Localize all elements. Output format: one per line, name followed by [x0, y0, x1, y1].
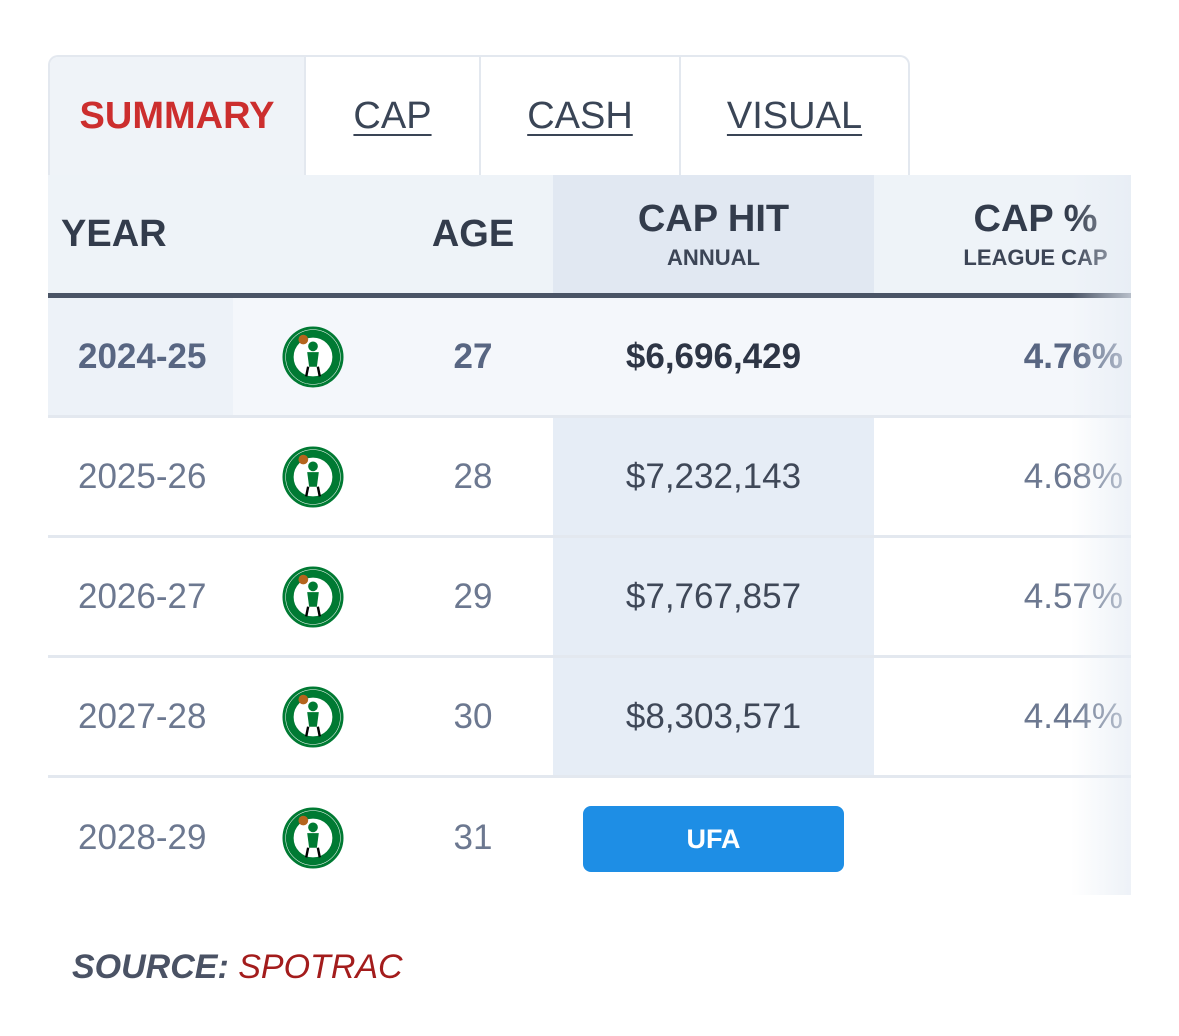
tab-summary[interactable]: SUMMARY	[50, 57, 306, 175]
age-cell: 28	[453, 456, 493, 496]
year-cell: 2025-26	[78, 456, 207, 496]
source-label: SOURCE:	[72, 948, 229, 986]
header-cap-pct-label: CAP %	[973, 197, 1098, 240]
tab-bar: SUMMARY CAP CASH VISUAL	[48, 55, 910, 175]
cap-pct-cell: 4.68%	[1023, 456, 1123, 496]
header-cap-hit-label: CAP HIT	[637, 197, 790, 240]
tab-cap[interactable]: CAP	[306, 57, 481, 175]
cap-pct-cell: 4.44%	[1023, 696, 1123, 736]
table-row: 2027-28 30 $8,303,571 4.44%	[48, 658, 1131, 778]
cap-hit-cell: $7,232,143	[625, 456, 802, 496]
ufa-status-badge[interactable]: UFA	[583, 806, 844, 872]
boston-celtics-logo-icon	[281, 418, 345, 535]
header-age-label: AGE	[431, 212, 515, 255]
header-cap-pct-sublabel: LEAGUE CAP	[963, 244, 1108, 270]
header-cap-pct[interactable]: CAP % LEAGUE CAP	[928, 175, 1143, 293]
cap-hit-cell: $7,767,857	[625, 576, 802, 616]
cap-hit-cell: $8,303,571	[625, 696, 802, 736]
age-cell: 30	[453, 696, 493, 736]
tab-visual[interactable]: VISUAL	[726, 94, 863, 137]
year-cell: 2026-27	[78, 576, 207, 616]
table-row: 2024-25 27 $6,696,429 4.76%	[48, 298, 1131, 418]
age-cell: 27	[453, 336, 493, 376]
header-year-label: YEAR	[61, 212, 167, 255]
header-cap-hit[interactable]: CAP HIT ANNUAL	[553, 175, 874, 293]
table-row: 2025-26 28 $7,232,143 4.68%	[48, 418, 1131, 538]
cap-pct-cell: 4.76%	[1023, 336, 1123, 376]
age-cell: 29	[453, 576, 493, 616]
boston-celtics-logo-icon	[281, 778, 345, 898]
table-row: 2028-29 31 UFA	[48, 778, 1131, 898]
header-age[interactable]: AGE	[418, 175, 528, 293]
source-credit: SOURCE: SPOTRAC	[72, 948, 403, 987]
source-name: SPOTRAC	[238, 948, 403, 986]
boston-celtics-logo-icon	[281, 658, 345, 775]
cap-pct-cell: 4.57%	[1023, 576, 1123, 616]
cap-hit-cell: $6,696,429	[625, 336, 802, 376]
contract-table: YEAR AGE CAP HIT ANNUAL CAP % LEAGUE CAP…	[48, 175, 1131, 898]
year-cell: 2028-29	[78, 818, 207, 857]
header-year[interactable]: YEAR	[61, 175, 167, 293]
year-cell: 2027-28	[78, 696, 207, 736]
header-cap-hit-sublabel: ANNUAL	[667, 244, 760, 270]
year-cell: 2024-25	[78, 336, 207, 376]
boston-celtics-logo-icon	[281, 298, 345, 415]
boston-celtics-logo-icon	[281, 538, 345, 655]
table-row: 2026-27 29 $7,767,857 4.57%	[48, 538, 1131, 658]
age-cell: 31	[453, 818, 493, 857]
table-header: YEAR AGE CAP HIT ANNUAL CAP % LEAGUE CAP	[48, 175, 1131, 298]
tab-cash[interactable]: CASH	[481, 57, 681, 175]
